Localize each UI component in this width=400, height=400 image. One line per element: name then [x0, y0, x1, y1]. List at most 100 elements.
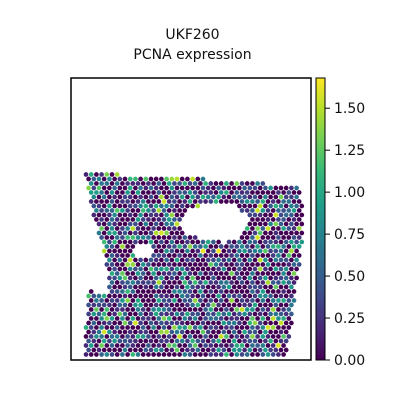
expression-spot [120, 253, 125, 258]
expression-spot [294, 275, 299, 281]
expression-spot [242, 338, 247, 344]
expression-spot [195, 239, 201, 245]
expression-spot [86, 176, 91, 182]
expression-spot [237, 275, 242, 281]
expression-spot [122, 194, 128, 200]
expression-spot [294, 185, 299, 191]
expression-spot [117, 275, 123, 281]
expression-spot [164, 320, 169, 326]
expression-spot [107, 347, 112, 353]
expression-spot [161, 181, 167, 186]
expression-spot [255, 325, 260, 330]
expression-spot [263, 239, 268, 245]
expression-spot [112, 239, 117, 245]
expression-spot [260, 316, 266, 321]
expression-spot [190, 302, 195, 308]
expression-spot [224, 289, 229, 294]
expression-spot [151, 343, 156, 348]
expression-spot [91, 311, 97, 317]
expression-spot [174, 212, 180, 218]
expression-spot [237, 284, 242, 290]
expression-spot [283, 248, 289, 254]
expression-spot [135, 334, 141, 339]
expression-spot [200, 176, 206, 182]
expression-spot [177, 298, 182, 303]
expression-spot [203, 316, 208, 321]
expression-spot [237, 338, 242, 344]
expression-spot [146, 199, 151, 204]
expression-spot [109, 334, 115, 339]
expression-spot [127, 212, 133, 218]
expression-spot [164, 302, 169, 308]
expression-spot [166, 325, 172, 330]
expression-spot [125, 343, 130, 348]
expression-spot [153, 212, 159, 218]
expression-spot [109, 190, 115, 195]
expression-spot [239, 244, 245, 249]
expression-spot [143, 185, 149, 191]
expression-spot [174, 239, 180, 245]
expression-spot [283, 320, 289, 326]
expression-spot [276, 280, 281, 285]
expression-spot [117, 176, 123, 182]
expression-spot [224, 325, 229, 330]
expression-spot [237, 293, 242, 299]
expression-spot [190, 293, 195, 299]
expression-spot [185, 248, 190, 254]
expression-spot [296, 262, 302, 267]
expression-spot [281, 226, 286, 231]
expression-spot [237, 311, 242, 317]
expression-spot [127, 203, 133, 209]
expression-spot [216, 275, 221, 281]
expression-spot [242, 293, 247, 299]
expression-spot [159, 230, 164, 236]
expression-spot [239, 262, 245, 267]
expression-spot [99, 208, 104, 213]
expression-spot [148, 266, 154, 272]
expression-spot [200, 266, 206, 272]
expression-spot [268, 257, 273, 263]
expression-spot [125, 226, 130, 231]
expression-spot [255, 199, 260, 204]
expression-spot [283, 329, 289, 335]
expression-spot [112, 194, 117, 200]
expression-spot [218, 352, 224, 357]
expression-spot [224, 298, 229, 303]
expression-spot [239, 208, 245, 213]
expression-spot [133, 239, 138, 245]
expression-spot [117, 347, 123, 353]
expression-spot [252, 311, 258, 317]
expression-spot [104, 262, 110, 267]
expression-spot [195, 338, 201, 344]
expression-spot [86, 347, 91, 353]
expression-spot [247, 257, 253, 263]
expression-spot [216, 347, 221, 353]
expression-spot [114, 262, 120, 267]
expression-spot [229, 244, 234, 249]
expression-spot [143, 203, 149, 209]
expression-spot [226, 266, 232, 272]
expression-spot [109, 289, 115, 294]
expression-spot [257, 221, 263, 227]
expression-spot [208, 199, 214, 204]
expression-spot [114, 253, 120, 258]
expression-spot [216, 293, 221, 299]
expression-spot [257, 212, 263, 218]
expression-spot [182, 235, 188, 240]
expression-spot [265, 199, 271, 204]
expression-spot [164, 221, 169, 227]
expression-spot [278, 194, 284, 200]
expression-spot [94, 307, 99, 312]
expression-spot [218, 271, 224, 276]
expression-spot [270, 208, 276, 213]
expression-spot [239, 190, 245, 195]
expression-spot [135, 190, 141, 195]
expression-spot [148, 239, 154, 245]
expression-spot [143, 212, 149, 218]
expression-spot [255, 271, 260, 276]
expression-spot [156, 352, 162, 357]
expression-spot [109, 316, 115, 321]
expression-spot [242, 230, 247, 236]
expression-spot [234, 271, 240, 276]
expression-spot [221, 275, 227, 281]
